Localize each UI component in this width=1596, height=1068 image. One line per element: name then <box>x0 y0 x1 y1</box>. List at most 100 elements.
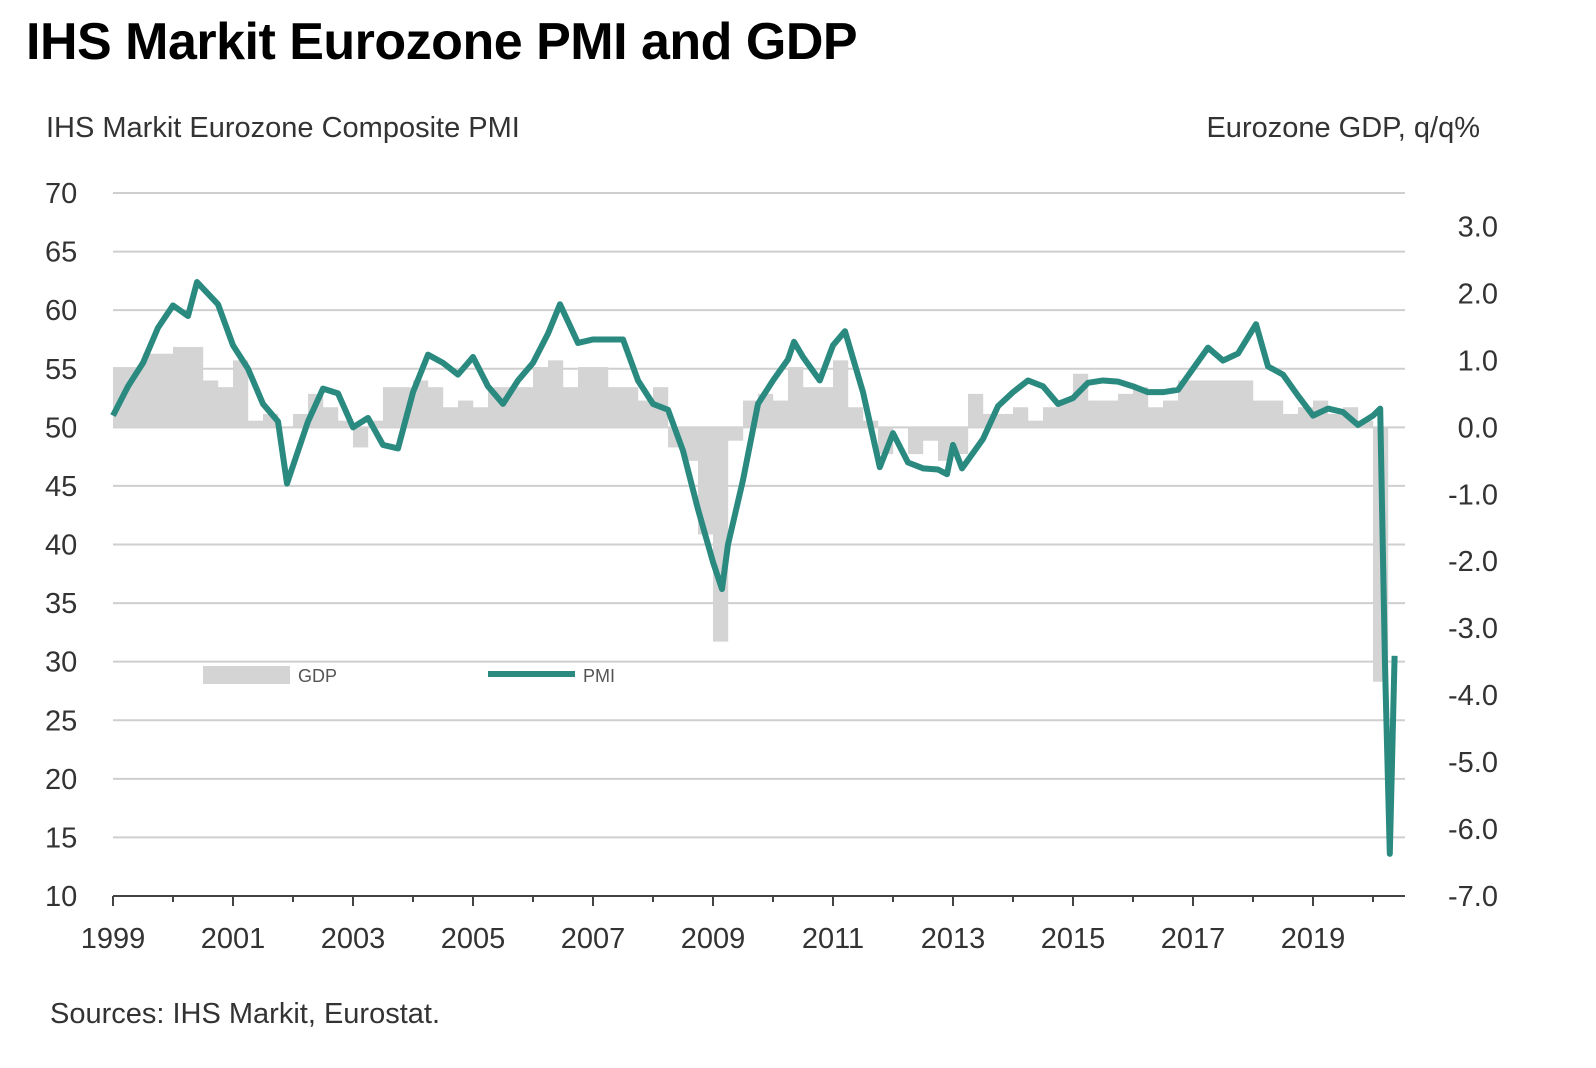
gdp-bar <box>728 427 744 441</box>
gdp-bar <box>203 380 219 428</box>
right-tick-label: 0.0 <box>1458 412 1498 444</box>
gdp-bar <box>218 387 234 428</box>
left-tick-label: 10 <box>45 881 77 913</box>
gdp-bar <box>923 427 939 441</box>
left-tick-label: 35 <box>45 588 77 620</box>
gdp-bar <box>188 346 204 428</box>
gdp-bar <box>473 407 489 428</box>
legend-gdp-label: GDP <box>298 666 337 686</box>
gdp-bar <box>1358 420 1374 428</box>
left-tick-label: 60 <box>45 295 77 327</box>
gdp-bar <box>683 427 699 461</box>
right-tick-label: -7.0 <box>1448 881 1498 913</box>
gdp-bar <box>563 387 579 428</box>
gdp-bar <box>1133 387 1149 428</box>
x-tick-label: 2011 <box>802 923 864 955</box>
right-tick-label: -5.0 <box>1448 747 1498 779</box>
gdp-bar <box>1238 380 1254 428</box>
pmi-line <box>110 279 1398 857</box>
gdp-bar <box>323 407 339 428</box>
gdp-bar <box>1268 400 1284 428</box>
gdp-bar <box>1118 393 1134 428</box>
gdp-bar <box>848 407 864 428</box>
gdp-bar <box>1043 407 1059 428</box>
gdp-bar <box>803 387 819 428</box>
x-tick-label: 2013 <box>921 923 986 955</box>
gdp-bar <box>428 387 444 428</box>
gdp-bar <box>548 360 564 428</box>
gdp-bar <box>1148 407 1164 428</box>
x-tick-label: 2001 <box>201 923 266 955</box>
gdp-bar <box>1223 380 1239 428</box>
chart-title: IHS Markit Eurozone PMI and GDP <box>26 13 858 71</box>
gdp-bar <box>518 387 534 428</box>
gdp-bar <box>1088 400 1104 428</box>
gdp-bar <box>998 413 1014 428</box>
gdp-bar <box>368 420 384 428</box>
gdp-bar <box>1253 400 1269 428</box>
gdp-bar <box>1178 380 1194 428</box>
gdp-bar <box>443 407 459 428</box>
left-tick-label: 15 <box>45 822 77 854</box>
right-tick-label: 2.0 <box>1458 278 1498 310</box>
x-tick-label: 2019 <box>1281 923 1346 955</box>
gdp-bar <box>908 427 924 455</box>
gdp-bar <box>1328 413 1344 428</box>
left-tick-label: 25 <box>45 705 77 737</box>
gdp-bar <box>248 420 264 428</box>
left-tick-label: 30 <box>45 647 77 679</box>
gdp-bar <box>1283 413 1299 428</box>
x-tick-label: 2005 <box>441 923 506 955</box>
left-tick-label: 65 <box>45 237 77 269</box>
gdp-bar <box>1013 407 1029 428</box>
gdp-bar <box>458 400 474 428</box>
x-tick-label: 1999 <box>81 923 146 955</box>
gdp-bar <box>413 380 429 428</box>
gdp-bar <box>968 393 984 428</box>
right-tick-label: -1.0 <box>1448 479 1498 511</box>
x-tick-label: 2009 <box>681 923 746 955</box>
gdp-bar <box>1208 380 1224 428</box>
gdp-bar <box>623 387 639 428</box>
gdp-bar <box>713 427 729 642</box>
gdp-bar <box>1163 400 1179 428</box>
gdp-bar <box>578 367 594 428</box>
gdp-bar <box>338 420 354 428</box>
left-axis-label: IHS Markit Eurozone Composite PMI <box>46 112 520 144</box>
gdp-bar <box>1103 400 1119 428</box>
gdp-bar <box>1028 420 1044 428</box>
gdp-bar <box>818 387 834 428</box>
right-axis-label: Eurozone GDP, q/q% <box>1206 112 1480 144</box>
x-tick-label: 2017 <box>1161 923 1226 955</box>
gdp-bar <box>608 387 624 428</box>
right-tick-label: -4.0 <box>1448 680 1498 712</box>
gdp-bar <box>173 346 189 428</box>
gdp-bar <box>158 353 174 428</box>
x-tick-label: 2015 <box>1041 923 1106 955</box>
gdp-bar <box>788 367 804 428</box>
gdp-bar <box>533 367 549 428</box>
x-tick-label: 2007 <box>561 923 626 955</box>
left-tick-label: 45 <box>45 471 77 503</box>
left-tick-label: 50 <box>45 412 77 444</box>
gdp-bar <box>1193 380 1209 428</box>
legend-pmi-label: PMI <box>583 666 615 686</box>
gdp-bar <box>698 427 714 535</box>
gdp-bar <box>143 353 159 428</box>
gdp-bar <box>383 387 399 428</box>
right-tick-label: 3.0 <box>1458 211 1498 243</box>
right-tick-label: 1.0 <box>1458 345 1498 377</box>
left-tick-label: 55 <box>45 354 77 386</box>
gdp-bar <box>773 400 789 428</box>
x-tick-label: 2003 <box>321 923 386 955</box>
gdp-bar <box>233 360 249 428</box>
left-tick-label: 20 <box>45 764 77 796</box>
left-tick-label: 70 <box>45 178 77 210</box>
gdp-bar <box>638 400 654 428</box>
gdp-bar <box>1058 400 1074 428</box>
gdp-bar <box>353 427 369 448</box>
gdp-bar <box>593 367 609 428</box>
gdp-bar <box>833 360 849 428</box>
left-tick-label: 40 <box>45 530 77 562</box>
